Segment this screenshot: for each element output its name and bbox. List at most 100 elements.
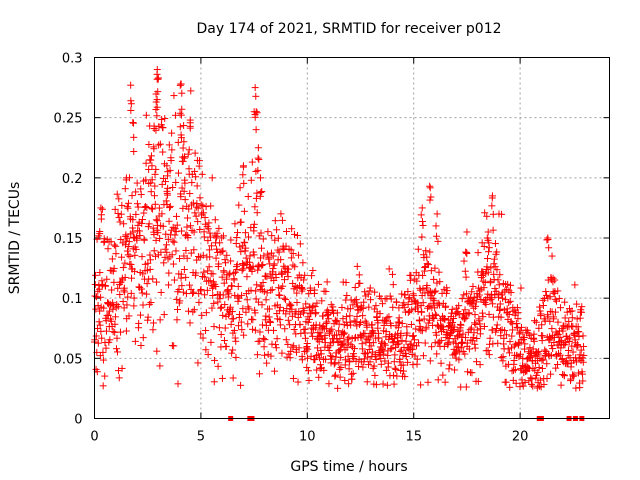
data-point	[501, 327, 509, 335]
data-point	[124, 293, 132, 301]
data-point	[311, 286, 319, 294]
data-point	[149, 319, 157, 327]
data-point	[232, 353, 240, 361]
data-point	[495, 281, 503, 289]
data-point	[426, 184, 434, 192]
data-point	[378, 346, 386, 354]
data-point	[156, 362, 164, 370]
data-point	[200, 209, 208, 217]
data-point	[134, 221, 142, 229]
data-point	[130, 133, 138, 141]
data-point	[139, 334, 147, 342]
data-point	[216, 239, 224, 247]
data-point	[431, 264, 439, 272]
data-point	[244, 193, 252, 201]
data-point	[186, 319, 194, 327]
data-point	[441, 378, 449, 386]
data-point	[240, 179, 248, 187]
data-point	[323, 318, 331, 326]
data-point	[287, 246, 295, 254]
data-point	[161, 245, 169, 253]
data-point	[170, 238, 178, 246]
data-point	[395, 304, 403, 312]
data-point	[301, 271, 309, 279]
data-point	[338, 303, 346, 311]
data-points	[91, 66, 588, 392]
data-point	[512, 319, 520, 327]
data-point	[312, 309, 320, 317]
data-point	[169, 260, 177, 268]
data-point	[349, 369, 357, 377]
data-point	[231, 220, 239, 228]
data-point	[435, 268, 443, 276]
data-point	[492, 325, 500, 333]
data-point	[357, 319, 365, 327]
data-point	[379, 300, 387, 308]
data-point	[123, 301, 131, 309]
data-point	[421, 264, 429, 272]
data-point	[276, 291, 284, 299]
data-point	[434, 376, 442, 384]
data-point	[369, 339, 377, 347]
data-point	[554, 287, 562, 295]
data-point	[321, 332, 329, 340]
data-point	[110, 264, 118, 272]
data-point	[304, 345, 312, 353]
data-point	[144, 316, 152, 324]
data-point	[385, 313, 393, 321]
data-point	[463, 249, 471, 257]
data-point	[488, 194, 496, 202]
data-point	[507, 289, 515, 297]
data-point	[416, 317, 424, 325]
data-point	[441, 315, 449, 323]
data-point	[165, 217, 173, 225]
data-point	[204, 267, 212, 275]
data-point	[227, 320, 235, 328]
data-point	[368, 328, 376, 336]
data-point	[462, 383, 470, 391]
data-point	[506, 297, 514, 305]
data-point	[380, 340, 388, 348]
data-point	[324, 309, 332, 317]
data-point	[266, 317, 274, 325]
data-point	[382, 328, 390, 336]
data-point	[564, 346, 572, 354]
data-point	[481, 209, 489, 217]
data-point	[172, 247, 180, 255]
data-point	[337, 363, 345, 371]
data-point	[356, 305, 364, 313]
data-point	[116, 218, 124, 226]
data-point	[224, 293, 232, 301]
data-point	[180, 154, 188, 162]
data-point	[226, 303, 234, 311]
data-point	[539, 356, 547, 364]
data-point	[315, 354, 323, 362]
data-point	[114, 302, 122, 310]
data-point	[485, 310, 493, 318]
data-point	[457, 321, 465, 329]
data-point	[277, 256, 285, 264]
data-point	[468, 288, 476, 296]
data-point	[402, 350, 410, 358]
data-point	[571, 281, 579, 289]
data-point	[331, 372, 339, 380]
data-point	[571, 331, 579, 339]
data-point	[288, 343, 296, 351]
data-point	[118, 201, 126, 209]
data-point	[135, 319, 143, 327]
data-point	[147, 156, 155, 164]
data-point	[474, 377, 482, 385]
data-point	[341, 376, 349, 384]
data-point	[579, 358, 587, 366]
data-point	[309, 266, 317, 274]
data-point	[222, 343, 230, 351]
data-point	[180, 265, 188, 273]
data-point	[187, 222, 195, 230]
data-point	[124, 199, 132, 207]
data-point	[156, 234, 164, 242]
data-point	[278, 270, 286, 278]
data-point	[314, 351, 322, 359]
data-point	[246, 252, 254, 260]
data-point	[238, 291, 246, 299]
data-point	[227, 282, 235, 290]
